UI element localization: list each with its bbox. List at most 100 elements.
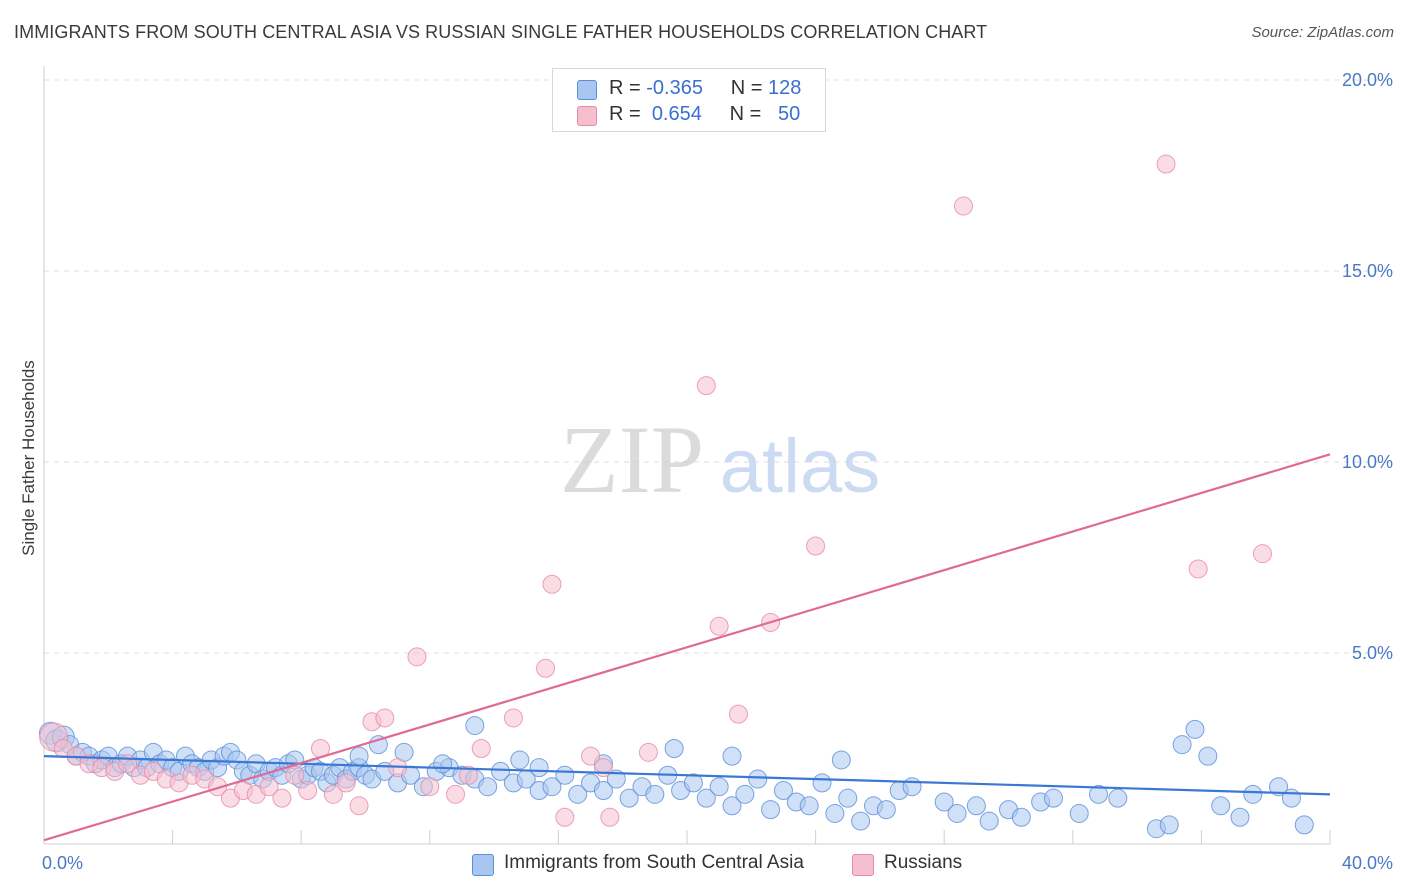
point-immigrants <box>761 800 781 820</box>
bottom-legend-swatch-pink <box>852 854 874 876</box>
point-russians <box>208 777 228 797</box>
point-immigrants <box>709 777 729 797</box>
point-immigrants <box>606 769 626 789</box>
point-russians <box>1252 544 1272 564</box>
point-immigrants <box>1243 784 1263 804</box>
tick-labels: 5.0% 10.0% 15.0% 20.0% 0.0% 40.0% <box>42 70 1393 873</box>
point-immigrants <box>683 773 703 793</box>
point-russians <box>458 765 478 785</box>
point-russians <box>806 536 826 556</box>
point-immigrants <box>1159 815 1179 835</box>
point-immigrants <box>1069 803 1089 823</box>
point-russians <box>600 807 620 827</box>
point-russians <box>1156 154 1176 174</box>
point-russians <box>503 708 523 728</box>
legend-n-value: 128 <box>768 77 802 99</box>
point-russians <box>446 784 466 804</box>
point-immigrants <box>664 739 684 758</box>
point-russians <box>285 765 305 785</box>
point-immigrants <box>696 788 716 808</box>
point-russians <box>407 647 427 667</box>
point-immigrants <box>349 746 369 766</box>
point-immigrants <box>748 769 768 789</box>
axes <box>43 66 1331 845</box>
y-tick-label: 20.0% <box>1342 70 1393 90</box>
point-immigrants <box>593 781 613 801</box>
point-immigrants <box>1198 746 1218 766</box>
watermark-atlas: atlas <box>720 424 881 509</box>
point-immigrants <box>568 784 588 804</box>
point-immigrants <box>619 788 639 808</box>
legend-r-value: 0.654 <box>651 103 702 125</box>
trend-line-immigrants <box>43 755 1331 796</box>
watermark-zip: ZIP <box>560 406 704 513</box>
y-tick-label: 5.0% <box>1352 643 1393 663</box>
chart-title: IMMIGRANTS FROM SOUTH CENTRAL ASIA VS RU… <box>14 22 988 42</box>
bottom-legend-label-russians: Russians <box>884 852 963 873</box>
bottom-legend-swatch-blue <box>472 854 494 876</box>
point-immigrants <box>812 773 832 793</box>
point-immigrants <box>1089 784 1109 804</box>
point-russians <box>728 704 748 724</box>
point-russians <box>259 777 279 797</box>
point-immigrants <box>1044 788 1064 808</box>
point-russians <box>272 788 292 808</box>
source-label: Source: ZipAtlas.com <box>1251 24 1394 41</box>
bottom-legend-label-immigrants: Immigrants from South Central Asia <box>504 852 804 873</box>
watermark: ZIP atlas <box>560 406 880 513</box>
legend-n-value: 50 <box>778 103 801 125</box>
point-immigrants <box>825 803 845 823</box>
point-immigrants <box>645 784 665 804</box>
x-tick-label: 0.0% <box>42 853 83 873</box>
point-russians <box>555 807 575 827</box>
point-immigrants <box>773 781 793 801</box>
y-tick-label: 10.0% <box>1342 452 1393 472</box>
point-immigrants <box>735 784 755 804</box>
point-russians <box>696 376 716 396</box>
legend-swatch-blue <box>577 80 597 100</box>
trend-lines <box>43 453 1331 842</box>
point-immigrants <box>838 788 858 808</box>
point-immigrants <box>947 803 967 823</box>
point-immigrants <box>542 777 562 797</box>
point-immigrants <box>722 746 742 766</box>
point-russians <box>536 658 556 678</box>
legend-swatch-pink <box>577 106 597 126</box>
point-immigrants <box>1011 807 1031 827</box>
point-russians <box>709 616 729 636</box>
point-immigrants <box>1211 796 1231 816</box>
y-tick-label: 15.0% <box>1342 261 1393 281</box>
point-immigrants <box>902 777 922 797</box>
point-immigrants <box>433 754 453 774</box>
point-russians <box>323 784 343 804</box>
x-tick-label: 40.0% <box>1342 853 1393 873</box>
point-immigrants <box>722 796 742 816</box>
legend-r-label: R = <box>609 77 641 99</box>
point-immigrants <box>478 777 498 797</box>
y-axis-label: Single Father Households <box>19 360 38 556</box>
legend-r-value: -0.365 <box>646 77 703 99</box>
point-russians <box>420 777 440 797</box>
point-immigrants <box>1230 807 1250 827</box>
point-immigrants <box>1108 788 1128 808</box>
point-immigrants <box>799 796 819 816</box>
point-russians <box>638 742 658 762</box>
point-immigrants <box>1172 735 1192 755</box>
legend-n-label: N = <box>730 77 763 99</box>
series-immigrants-points <box>38 716 1314 839</box>
point-russians <box>298 781 318 801</box>
point-russians <box>471 739 491 758</box>
point-russians <box>1188 559 1208 579</box>
point-immigrants <box>851 811 871 831</box>
point-immigrants <box>966 796 986 816</box>
point-immigrants <box>1281 788 1301 808</box>
point-russians <box>581 746 601 766</box>
point-immigrants <box>510 750 530 770</box>
correlation-legend: R = -0.365 N = 128 R = 0.654 N = 50 <box>552 68 826 132</box>
point-immigrants <box>529 758 549 778</box>
series-russians-points <box>39 154 1272 827</box>
trend-line-russians <box>43 453 1331 842</box>
point-russians <box>375 708 395 728</box>
point-immigrants <box>1269 777 1289 797</box>
point-immigrants <box>491 761 511 781</box>
